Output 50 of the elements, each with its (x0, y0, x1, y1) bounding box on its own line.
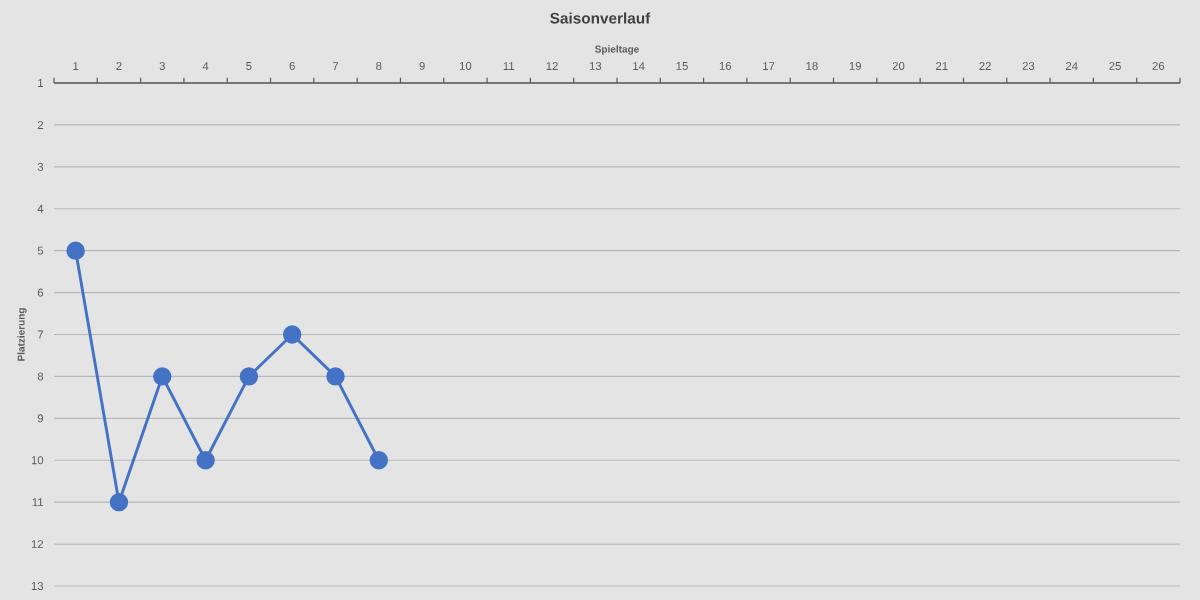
y-tick-label: 11 (32, 498, 44, 507)
x-tick-label: 15 (676, 62, 688, 70)
point (153, 367, 172, 386)
point (369, 451, 389, 470)
point (196, 451, 215, 470)
x-tick-label: 25 (1109, 61, 1121, 70)
y-axis-title: Platzierung (17, 308, 27, 361)
x-tick-label: 26 (1152, 61, 1165, 70)
x-tick-label: 11 (503, 62, 515, 70)
y-tick-label: 2 (37, 120, 44, 129)
x-tick-label: 3 (159, 61, 165, 70)
x-tick-label: 9 (419, 61, 425, 70)
point (66, 241, 85, 260)
point (109, 492, 129, 512)
x-tick-label: 22 (979, 62, 991, 70)
x-tick-label: 14 (633, 62, 645, 70)
x-tick-label: 8 (376, 61, 382, 70)
x-tick-label: 13 (589, 61, 602, 70)
chart-title: Saisonverlauf (550, 12, 651, 24)
y-tick-label: 6 (37, 288, 44, 297)
y-tick-label: 12 (31, 540, 44, 549)
x-axis-title: Spieltage (595, 45, 639, 55)
y-tick-label: 5 (37, 246, 44, 255)
point (239, 367, 259, 386)
x-tick-label: 2 (116, 62, 122, 70)
x-tick-label: 5 (246, 62, 252, 70)
y-tick-label: 3 (37, 162, 44, 171)
y-tick-label: 13 (31, 582, 44, 591)
x-tick-label: 16 (719, 61, 732, 70)
x-tick-label: 24 (1066, 62, 1078, 70)
y-tick-label: 8 (37, 372, 44, 381)
x-tick-label: 12 (546, 62, 558, 70)
point (326, 367, 345, 386)
x-tick-label: 7 (332, 62, 339, 70)
point (282, 325, 302, 344)
y-tick-label: 9 (37, 414, 44, 423)
x-tick-label: 18 (806, 61, 818, 70)
y-tick-label: 1 (38, 79, 44, 87)
x-tick-label: 20 (892, 61, 905, 70)
x-tick-label: 17 (763, 62, 775, 70)
y-tick-label: 7 (37, 330, 44, 339)
x-tick-label: 4 (202, 62, 209, 70)
x-tick-label: 6 (289, 61, 295, 70)
x-tick-label: 1 (73, 62, 79, 70)
x-tick-label: 10 (459, 61, 472, 70)
y-tick-label: 4 (37, 204, 44, 213)
x-tick-label: 23 (1022, 61, 1035, 70)
x-tick-label: 21 (936, 62, 948, 70)
x-tick-label: 19 (849, 61, 861, 70)
y-tick-label: 10 (31, 456, 44, 465)
